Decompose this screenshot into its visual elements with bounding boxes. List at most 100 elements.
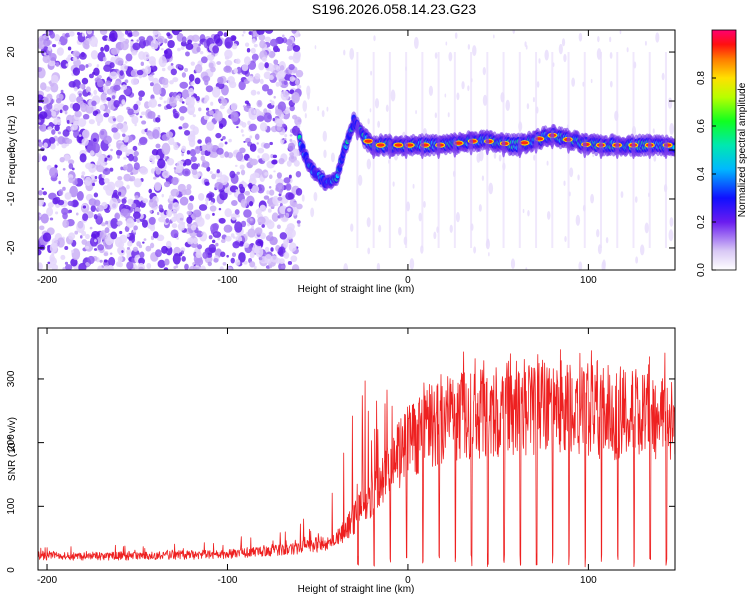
noise-blob bbox=[200, 155, 205, 162]
noise-blob bbox=[89, 236, 99, 247]
noise-blob bbox=[66, 119, 70, 124]
noise-blob bbox=[112, 118, 116, 122]
noise-blob bbox=[150, 242, 155, 249]
noise-blob bbox=[65, 264, 73, 270]
noise-blob bbox=[226, 254, 229, 258]
noise-blob bbox=[197, 244, 203, 250]
noise-blob bbox=[291, 264, 300, 270]
noise-blob bbox=[64, 261, 69, 265]
noise-blob bbox=[85, 86, 91, 94]
noise-blob bbox=[114, 180, 124, 188]
noise-blob bbox=[109, 252, 113, 255]
noise-blob bbox=[279, 232, 288, 240]
noise-blob bbox=[609, 80, 613, 88]
noise-blob bbox=[476, 153, 481, 163]
noise-blob bbox=[147, 101, 153, 107]
noise-blob bbox=[259, 232, 266, 240]
noise-blob bbox=[454, 32, 458, 39]
noise-blob bbox=[212, 223, 219, 231]
noise-blob bbox=[38, 249, 42, 256]
noise-blob bbox=[90, 205, 96, 213]
noise-blob bbox=[178, 64, 183, 69]
noise-blob bbox=[285, 183, 292, 191]
noise-blob bbox=[269, 99, 273, 102]
noise-blob bbox=[295, 188, 303, 196]
noise-blob bbox=[236, 214, 240, 218]
noise-blob bbox=[218, 207, 222, 211]
noise-blob bbox=[103, 112, 110, 118]
ridge-dropout bbox=[647, 139, 652, 160]
noise-blob bbox=[205, 213, 211, 220]
noise-blob bbox=[284, 133, 288, 138]
noise-blob bbox=[47, 126, 53, 131]
noise-blob bbox=[258, 34, 266, 41]
noise-blob bbox=[53, 103, 61, 111]
noise-blob bbox=[100, 222, 106, 227]
noise-blob bbox=[252, 34, 256, 38]
noise-blob bbox=[48, 59, 56, 67]
noise-blob bbox=[42, 96, 50, 104]
noise-blob bbox=[230, 102, 238, 111]
noise-blob bbox=[150, 39, 159, 50]
noise-blob bbox=[48, 137, 56, 144]
noise-blob bbox=[444, 93, 447, 98]
noise-blob bbox=[125, 217, 135, 228]
noise-blob bbox=[168, 96, 177, 107]
ridge-dropout bbox=[404, 139, 409, 160]
noise-blob bbox=[235, 259, 241, 266]
noise-blob bbox=[62, 168, 66, 171]
noise-blob bbox=[70, 258, 78, 267]
noise-blob bbox=[488, 252, 490, 257]
noise-blob bbox=[82, 205, 87, 209]
ridge-dropout bbox=[534, 133, 539, 154]
noise-blob bbox=[282, 123, 286, 128]
noise-blob bbox=[246, 47, 251, 53]
noise-blob bbox=[158, 216, 166, 223]
ridge-dropout bbox=[387, 139, 392, 160]
noise-blob bbox=[163, 267, 169, 270]
noise-blob bbox=[38, 66, 43, 73]
noise-blob bbox=[273, 170, 276, 173]
noise-blob bbox=[85, 64, 89, 68]
noise-blob bbox=[498, 154, 502, 162]
noise-blob bbox=[166, 32, 171, 37]
noise-blob bbox=[157, 103, 162, 107]
noise-blob bbox=[220, 138, 224, 141]
noise-blob bbox=[270, 255, 278, 263]
noise-blob bbox=[668, 229, 674, 242]
noise-blob bbox=[87, 140, 96, 153]
noise-blob bbox=[119, 230, 123, 235]
noise-blob bbox=[272, 117, 276, 122]
noise-blob bbox=[61, 207, 69, 215]
noise-blob bbox=[218, 217, 226, 224]
noise-blob bbox=[41, 187, 44, 191]
noise-blob bbox=[221, 98, 228, 107]
noise-blob bbox=[289, 152, 295, 157]
noise-blob bbox=[211, 173, 217, 180]
noise-blob bbox=[243, 56, 251, 66]
noise-blob bbox=[49, 167, 58, 178]
noise-blob bbox=[202, 75, 211, 83]
noise-blob bbox=[113, 84, 121, 91]
noise-blob bbox=[209, 171, 213, 175]
noise-blob bbox=[141, 219, 148, 228]
colorbar-tick-label: 0.2 bbox=[696, 215, 707, 229]
noise-blob bbox=[155, 167, 162, 175]
noise-blob bbox=[275, 109, 283, 116]
noise-blob bbox=[236, 126, 239, 129]
noise-blob bbox=[278, 81, 282, 87]
noise-blob bbox=[194, 64, 203, 74]
noise-blob bbox=[120, 166, 124, 171]
noise-blob bbox=[75, 212, 79, 216]
noise-blob bbox=[68, 159, 75, 165]
noise-blob bbox=[81, 174, 85, 179]
noise-blob bbox=[263, 108, 268, 114]
noise-blob bbox=[276, 224, 281, 229]
noise-blob bbox=[61, 143, 67, 149]
noise-blob bbox=[48, 53, 57, 62]
snr-x-tick-label: 0 bbox=[405, 575, 411, 586]
noise-blob bbox=[125, 53, 133, 62]
noise-blob bbox=[131, 30, 140, 37]
noise-blob bbox=[55, 211, 59, 215]
noise-blob bbox=[264, 62, 269, 69]
